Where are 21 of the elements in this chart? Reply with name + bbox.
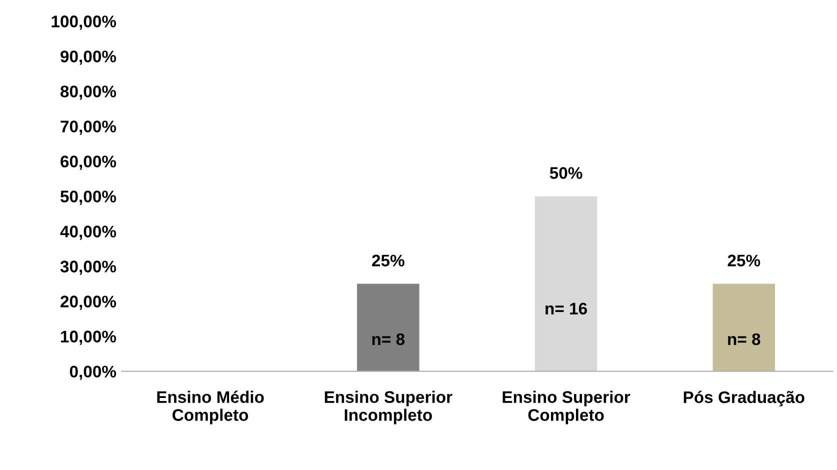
y-tick-label: 100,00% [52,16,116,30]
y-tick-label: 70,00% [60,120,116,135]
annotation: n= 16 [546,302,587,314]
y-tick-label: 10,00% [61,330,116,345]
y-tick-label: 90,00% [60,50,116,65]
data-label: 25% [728,254,760,266]
annotation: n= 8 [372,333,405,346]
x-tick-label: Ensino Médio Completo [157,390,264,424]
y-tick-label: 20,00% [60,296,116,310]
annotation: n= 8 [728,333,760,346]
y-tick-label: 80,00% [60,86,116,100]
x-tick-label: Pós Graduação [684,390,804,406]
y-tick-label: 0,00% [70,366,116,380]
data-label: 50% [550,167,582,179]
y-tick-label: 60,00% [60,156,116,170]
y-tick-label: 30,00% [60,260,116,275]
y-tick-label: 40,00% [60,226,116,240]
data-label: 25% [372,254,404,266]
y-tick-label: 50,00% [60,190,116,205]
x-tick-label: Ensino Superior Completo [502,390,630,424]
x-tick-label: Ensino Superior Incompleto [324,390,452,424]
